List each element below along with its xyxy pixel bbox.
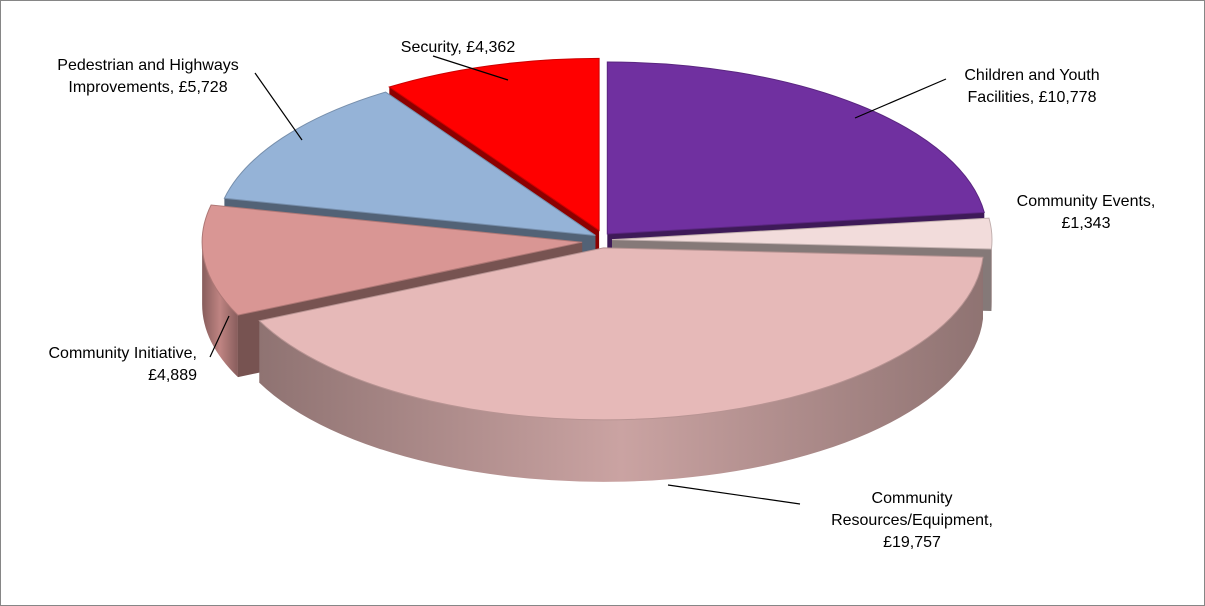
data-label-security: Security, £4,362 xyxy=(401,39,516,56)
slice-side-community-events xyxy=(991,239,992,312)
pie-slice-community-resources-equipment xyxy=(258,247,984,421)
data-label-community-resources-equipment: Community Resources/Equipment, £19,757 xyxy=(831,490,993,551)
slice-side-community-initiative xyxy=(202,242,238,378)
data-label-community-events: Community Events, £1,343 xyxy=(1017,193,1156,232)
data-label-children-and-youth-facilities: Children and Youth Facilities, £10,778 xyxy=(964,67,1099,106)
leader-line-community-resources-equipment xyxy=(667,484,801,505)
pie-slice-children-and-youth-facilities xyxy=(606,61,985,235)
leader-line-children-and-youth-facilities xyxy=(854,78,947,119)
slice-side-community-resources-equipment xyxy=(259,257,983,482)
data-label-community-initiative: Community Initiative, £4,889 xyxy=(49,345,198,384)
pie-slice-pedestrian-and-highways-improvements xyxy=(223,91,596,236)
leader-line-security xyxy=(432,55,509,81)
pie-slice-community-events xyxy=(611,217,993,250)
data-label-pedestrian-and-highways-improvements: Pedestrian and Highways Improvements, £5,… xyxy=(57,57,238,96)
pie-slice-community-initiative xyxy=(201,204,583,316)
leader-line-pedestrian-and-highways-improvements xyxy=(254,72,303,141)
leader-line-community-initiative xyxy=(209,315,230,358)
pie-slice-security xyxy=(388,57,600,232)
